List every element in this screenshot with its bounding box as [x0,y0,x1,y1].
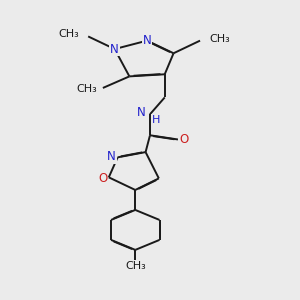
Text: CH₃: CH₃ [125,261,146,271]
Text: N: N [143,34,152,47]
Text: O: O [98,172,107,185]
Text: N: N [137,106,146,118]
Text: CH₃: CH₃ [58,29,79,39]
Text: H: H [152,115,160,125]
Text: N: N [107,150,116,163]
Text: O: O [179,133,188,146]
Text: N: N [110,43,119,56]
Text: CH₃: CH₃ [76,84,97,94]
Text: CH₃: CH₃ [209,34,230,44]
